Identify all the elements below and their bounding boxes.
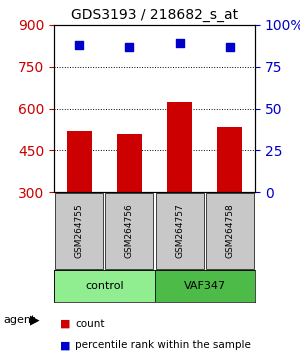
Text: GSM264755: GSM264755 bbox=[75, 204, 84, 258]
FancyBboxPatch shape bbox=[155, 193, 204, 269]
Text: control: control bbox=[85, 281, 124, 291]
Text: percentile rank within the sample: percentile rank within the sample bbox=[75, 340, 251, 350]
Bar bbox=[167, 102, 192, 192]
Text: VAF347: VAF347 bbox=[184, 281, 226, 291]
Title: GDS3193 / 218682_s_at: GDS3193 / 218682_s_at bbox=[71, 8, 238, 22]
Bar bbox=[67, 131, 92, 192]
FancyBboxPatch shape bbox=[154, 270, 255, 302]
Text: agent: agent bbox=[3, 315, 35, 325]
Text: GSM264757: GSM264757 bbox=[175, 204, 184, 258]
Text: ■: ■ bbox=[60, 340, 70, 350]
Bar bbox=[117, 134, 142, 192]
Bar bbox=[217, 127, 242, 192]
Text: ▶: ▶ bbox=[30, 314, 40, 327]
Text: GSM264758: GSM264758 bbox=[225, 204, 234, 258]
Point bbox=[127, 44, 132, 50]
Point bbox=[227, 44, 232, 50]
FancyBboxPatch shape bbox=[55, 193, 103, 269]
FancyBboxPatch shape bbox=[105, 193, 154, 269]
Text: ■: ■ bbox=[60, 319, 70, 329]
Point bbox=[77, 42, 82, 48]
FancyBboxPatch shape bbox=[206, 193, 254, 269]
Text: GSM264756: GSM264756 bbox=[125, 204, 134, 258]
Text: count: count bbox=[75, 319, 104, 329]
FancyBboxPatch shape bbox=[54, 270, 154, 302]
Point bbox=[177, 40, 182, 46]
